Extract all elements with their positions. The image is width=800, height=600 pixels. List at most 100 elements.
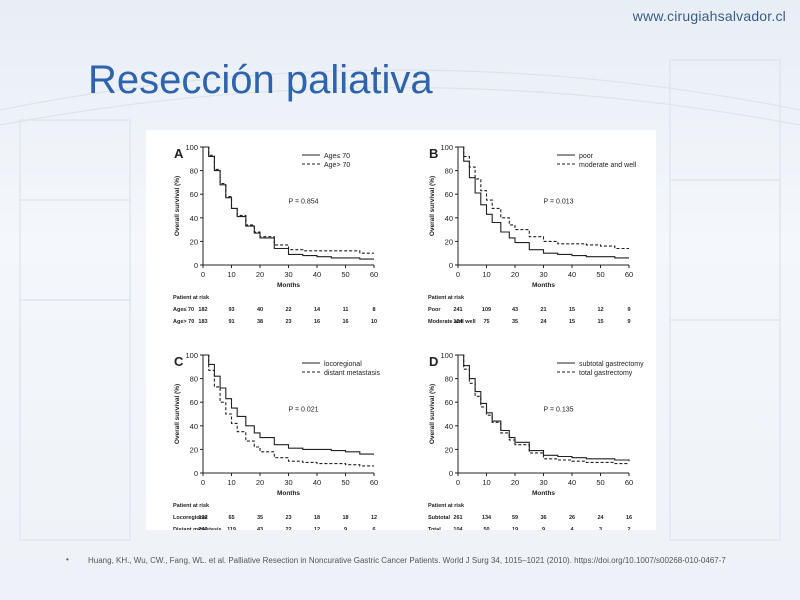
panel-d-risk-value: 26 bbox=[569, 515, 575, 521]
panel-c-risk-value: 122 bbox=[198, 515, 207, 521]
panel-b-series-line-2 bbox=[458, 146, 629, 250]
panel-c-risk-value: 18 bbox=[314, 515, 320, 521]
panel-d-risk-value: 261 bbox=[453, 515, 462, 521]
panel-d-y-tick-label: 100 bbox=[440, 351, 453, 360]
panel-d-x-tick-label: 30 bbox=[539, 478, 547, 487]
panel-c-risk-value: 65 bbox=[228, 515, 234, 521]
panel-d-risk-value: 2 bbox=[627, 527, 630, 530]
panel-a-x-tick-label: 20 bbox=[256, 270, 264, 279]
panel-a-x-axis-label: Months bbox=[277, 282, 300, 289]
panel-b-y-tick-label: 100 bbox=[440, 143, 453, 152]
panel-d-y-tick-label: 80 bbox=[445, 375, 453, 384]
panel-b-x-tick-label: 50 bbox=[596, 270, 604, 279]
panel-c-series-line-2 bbox=[203, 354, 374, 467]
panel-b-risk-value: 12 bbox=[597, 307, 603, 313]
panel-b-y-axis-label: Overall survival (%) bbox=[429, 176, 436, 236]
panel-d-risk-value: 3 bbox=[599, 527, 602, 530]
panel-c-x-tick-label: 30 bbox=[284, 478, 292, 487]
panel-a-y-tick-label: 0 bbox=[194, 261, 198, 270]
panel-b-risk-value: 9 bbox=[627, 307, 630, 313]
panel-c-x-tick-label: 0 bbox=[201, 478, 205, 487]
panel-c-x-tick-label: 60 bbox=[370, 478, 378, 487]
panel-a-y-tick-label: 40 bbox=[190, 214, 198, 223]
panel-c-label: C bbox=[174, 354, 184, 369]
panel-d-x-tick-label: 50 bbox=[596, 478, 604, 487]
panel-d-y-tick-label: 20 bbox=[445, 445, 453, 454]
panel-d-risk-value: 36 bbox=[540, 515, 546, 521]
panel-d-risk-value: 19 bbox=[512, 527, 518, 530]
panel-d-risk-value: 24 bbox=[597, 515, 604, 521]
panel-d-y-tick-label: 60 bbox=[445, 398, 453, 407]
panel-a-label: A bbox=[174, 146, 184, 161]
panel-a-x-tick-label: 30 bbox=[284, 270, 292, 279]
panel-a-risk-value: 10 bbox=[371, 319, 377, 325]
panel-c-x-tick-label: 50 bbox=[341, 478, 349, 487]
panel-b-x-tick-label: 60 bbox=[625, 270, 633, 279]
panel-b-legend-label-1: poor bbox=[579, 153, 594, 160]
site-url: www.cirugiahsalvador.cl bbox=[632, 8, 786, 24]
panel-c-risk-value: 242 bbox=[198, 527, 207, 530]
panel-c-x-tick-label: 20 bbox=[256, 478, 264, 487]
panel-b-series-line-1 bbox=[458, 146, 629, 259]
panel-c-y-tick-label: 0 bbox=[194, 469, 198, 478]
panel-d-risk-row-label: Subtotal bbox=[428, 515, 450, 521]
panel-b-risk-value: 124 bbox=[453, 319, 463, 325]
panel-b-risk-value: 241 bbox=[453, 307, 462, 313]
panel-c-risk-value: 23 bbox=[285, 515, 291, 521]
panel-b-x-tick-label: 10 bbox=[482, 270, 490, 279]
panel-a-y-tick-label: 100 bbox=[185, 143, 198, 152]
panel-c-x-axis-label: Months bbox=[277, 490, 300, 497]
panel-d-risk-row-label: Total bbox=[428, 527, 441, 530]
panel-b-risk-title: Patient at risk bbox=[428, 295, 465, 301]
panel-d-risk-value: 4 bbox=[570, 527, 574, 530]
panel-d-y-tick-label: 0 bbox=[449, 469, 453, 478]
panel-c-risk-value: 35 bbox=[257, 515, 263, 521]
panel-a-y-axis-label: Overall survival (%) bbox=[174, 176, 181, 236]
panel-b-x-tick-label: 0 bbox=[456, 270, 460, 279]
panel-c-y-axis-label: Overall survival (%) bbox=[174, 384, 181, 444]
panel-a-y-tick-label: 80 bbox=[190, 167, 198, 176]
panel-a-risk-value: 14 bbox=[314, 307, 321, 313]
panel-b-legend-label-2: moderate and well bbox=[579, 162, 637, 169]
panel-a-risk-value: 182 bbox=[198, 307, 207, 313]
panel-b-y-tick-label: 80 bbox=[445, 167, 453, 176]
panel-c-risk-value: 119 bbox=[227, 527, 236, 530]
panel-c-risk-value: 9 bbox=[344, 527, 347, 530]
citation-bullet: • bbox=[66, 555, 69, 564]
panel-a-risk-row-label: Age≤ 70 bbox=[173, 307, 194, 313]
panel-b-risk-value: 15 bbox=[569, 307, 575, 313]
panel-d-legend-label-1: subtotal gastrectomy bbox=[579, 361, 644, 368]
panel-d-risk-value: 59 bbox=[512, 515, 518, 521]
panel-c-risk-value: 12 bbox=[371, 515, 377, 521]
panel-a-risk-value: 40 bbox=[257, 307, 263, 313]
panel-d-x-tick-label: 20 bbox=[511, 478, 519, 487]
panel-a-legend-label-2: Age> 70 bbox=[324, 162, 350, 169]
panel-c-y-tick-label: 20 bbox=[190, 445, 198, 454]
panel-c-p-value: P = 0.021 bbox=[289, 407, 319, 414]
panel-b-risk-value: 9 bbox=[627, 319, 630, 325]
panel-a-x-tick-label: 50 bbox=[341, 270, 349, 279]
panel-a-risk-value: 11 bbox=[343, 307, 349, 313]
panel-a-risk-row-label: Age> 70 bbox=[173, 319, 194, 325]
panel-d-p-value: P = 0.135 bbox=[544, 407, 574, 414]
slide-title: Resección paliativa bbox=[88, 58, 433, 102]
panel-d-risk-value: 50 bbox=[483, 527, 489, 530]
panel-b-p-value: P = 0.013 bbox=[544, 199, 574, 206]
panel-b-x-axis-label: Months bbox=[532, 282, 555, 289]
panel-d-y-axis-label: Overall survival (%) bbox=[429, 384, 436, 444]
panel-a-risk-value: 16 bbox=[342, 319, 348, 325]
panel-d-risk-title: Patient at risk bbox=[428, 503, 465, 509]
panel-a-risk-value: 183 bbox=[198, 319, 207, 325]
panel-b-risk-value: 43 bbox=[512, 307, 518, 313]
panel-c-y-tick-label: 100 bbox=[185, 351, 198, 360]
panel-a-risk-title: Patient at risk bbox=[173, 295, 210, 301]
panel-b-risk-value: 21 bbox=[540, 307, 546, 313]
panel-d-x-tick-label: 40 bbox=[568, 478, 576, 487]
panel-b-risk-row-label: Poor bbox=[428, 307, 441, 313]
panel-b-label: B bbox=[429, 146, 438, 161]
panel-a-risk-value: 8 bbox=[372, 307, 375, 313]
figure-panel: A 0 20 40 60 80 100 0 10 20 30 40 50 60 Months Overall … bbox=[146, 130, 656, 530]
panel-c-risk-row-label: Locoregional bbox=[173, 515, 208, 521]
panel-b-risk-value: 15 bbox=[569, 319, 575, 325]
